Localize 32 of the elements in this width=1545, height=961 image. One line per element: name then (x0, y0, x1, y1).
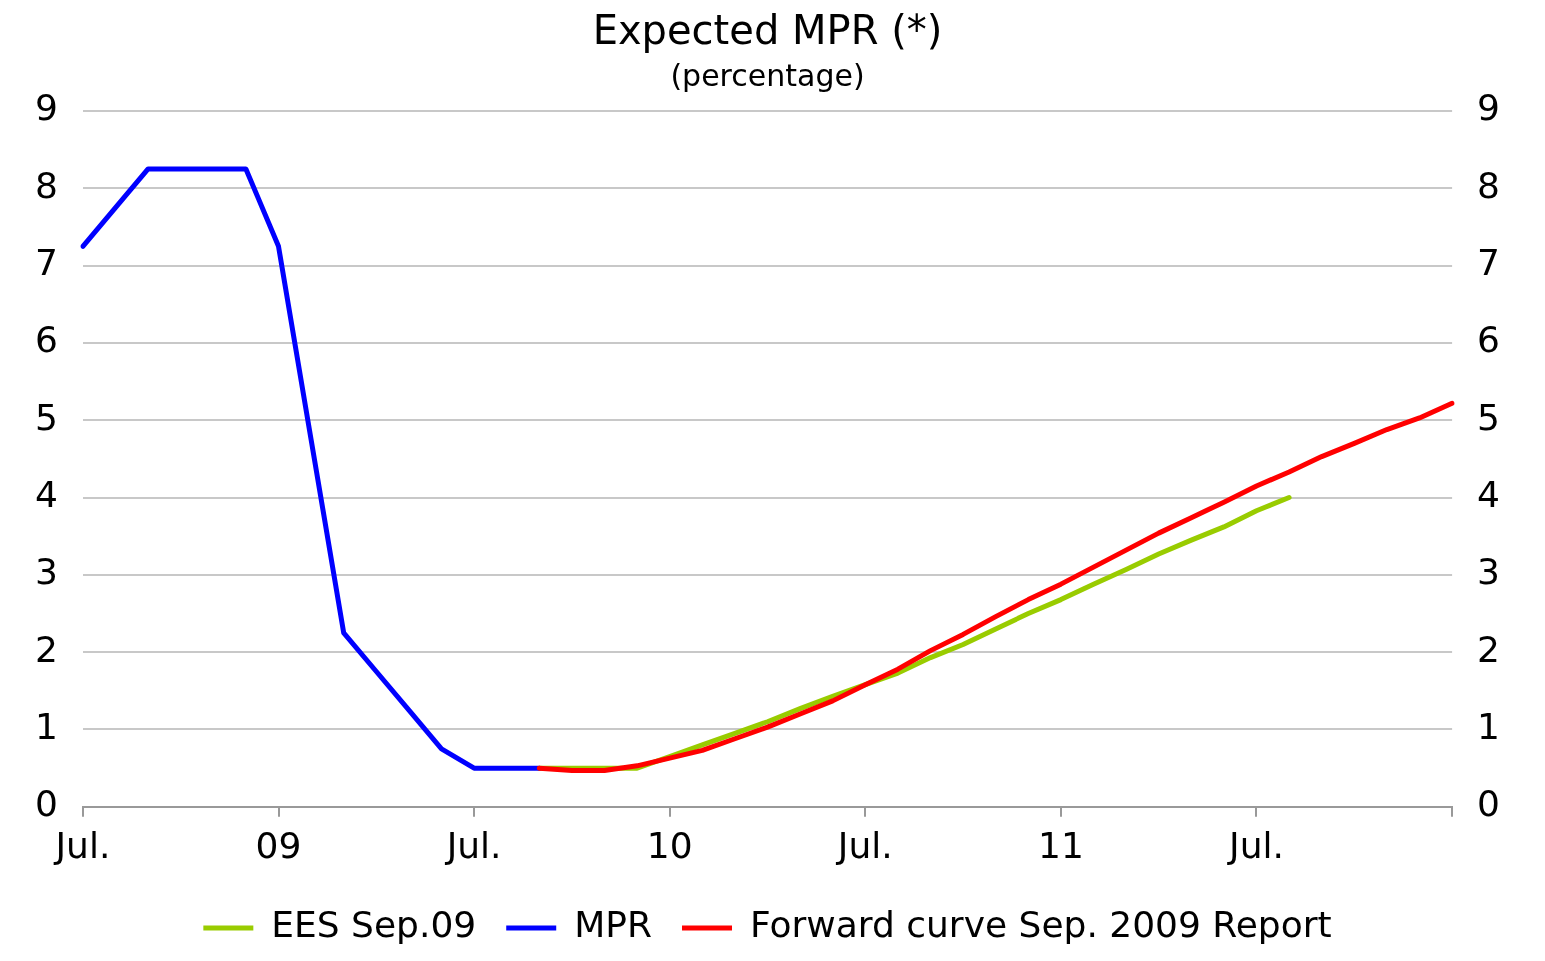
legend-label: MPR (574, 904, 653, 946)
legend-label: Forward curve Sep. 2009 Report (750, 904, 1332, 946)
y2-tick-label: 0 (1477, 783, 1500, 825)
chart-title: Expected MPR (*) (592, 7, 943, 54)
y-tick-label: 2 (35, 628, 58, 670)
y-tick-label: 1 (35, 705, 58, 747)
y2-tick-label: 4 (1477, 473, 1500, 515)
chart-subtitle: (percentage) (670, 57, 865, 93)
y2-tick-label: 7 (1477, 241, 1500, 283)
legend-label: EES Sep.09 (271, 904, 477, 946)
y2-tick-label: 3 (1477, 551, 1500, 593)
y-tick-label: 5 (35, 396, 58, 438)
y2-tick-label: 1 (1477, 705, 1500, 747)
y-tick-label: 3 (35, 551, 58, 593)
x-tick-label: Jul. (1227, 824, 1284, 866)
x-tick-label: 09 (255, 824, 302, 866)
y-tick-label: 4 (35, 473, 58, 515)
y2-tick-label: 8 (1477, 164, 1500, 206)
y-tick-label: 0 (35, 783, 58, 825)
y-tick-label: 9 (35, 87, 58, 129)
x-tick-label: 10 (646, 824, 693, 866)
x-tick-label: Jul. (53, 824, 111, 866)
y-tick-label: 6 (35, 319, 58, 361)
x-tick-label: Jul. (444, 824, 502, 866)
y2-tick-label: 6 (1477, 319, 1500, 361)
y2-tick-label: 5 (1477, 396, 1500, 438)
x-tick-label: 11 (1037, 824, 1084, 866)
y2-tick-label: 2 (1477, 628, 1500, 670)
y-tick-label: 8 (35, 164, 58, 206)
y2-tick-label: 9 (1477, 87, 1500, 129)
y-tick-label: 7 (35, 241, 58, 283)
x-tick-label: Jul. (835, 824, 893, 866)
